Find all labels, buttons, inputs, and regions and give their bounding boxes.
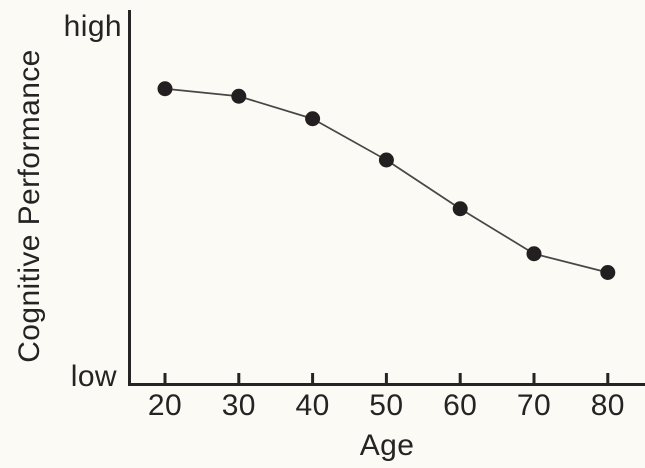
y-axis-title: Cognitive Performance bbox=[13, 49, 46, 363]
x-tick-label-80: 80 bbox=[590, 389, 625, 422]
x-tick-label-20: 20 bbox=[147, 389, 183, 422]
data-point-age-40 bbox=[305, 111, 321, 127]
x-tick-label-70: 70 bbox=[516, 389, 552, 422]
data-point-age-60 bbox=[452, 201, 468, 217]
x-tick-label-30: 30 bbox=[221, 389, 256, 422]
data-point-age-70 bbox=[526, 246, 542, 262]
x-tick-label-50: 50 bbox=[369, 389, 404, 422]
data-point-age-80 bbox=[600, 265, 616, 280]
x-tick-label-40: 40 bbox=[295, 389, 330, 422]
data-point-age-50 bbox=[378, 152, 394, 168]
x-tick-label-60: 60 bbox=[443, 389, 478, 422]
data-point-age-30 bbox=[231, 88, 247, 104]
y-axis-high-label: high bbox=[63, 10, 122, 43]
x-axis-title: Age bbox=[359, 429, 415, 462]
data-point-age-20 bbox=[157, 81, 173, 97]
y-axis-low-label: low bbox=[70, 360, 117, 393]
